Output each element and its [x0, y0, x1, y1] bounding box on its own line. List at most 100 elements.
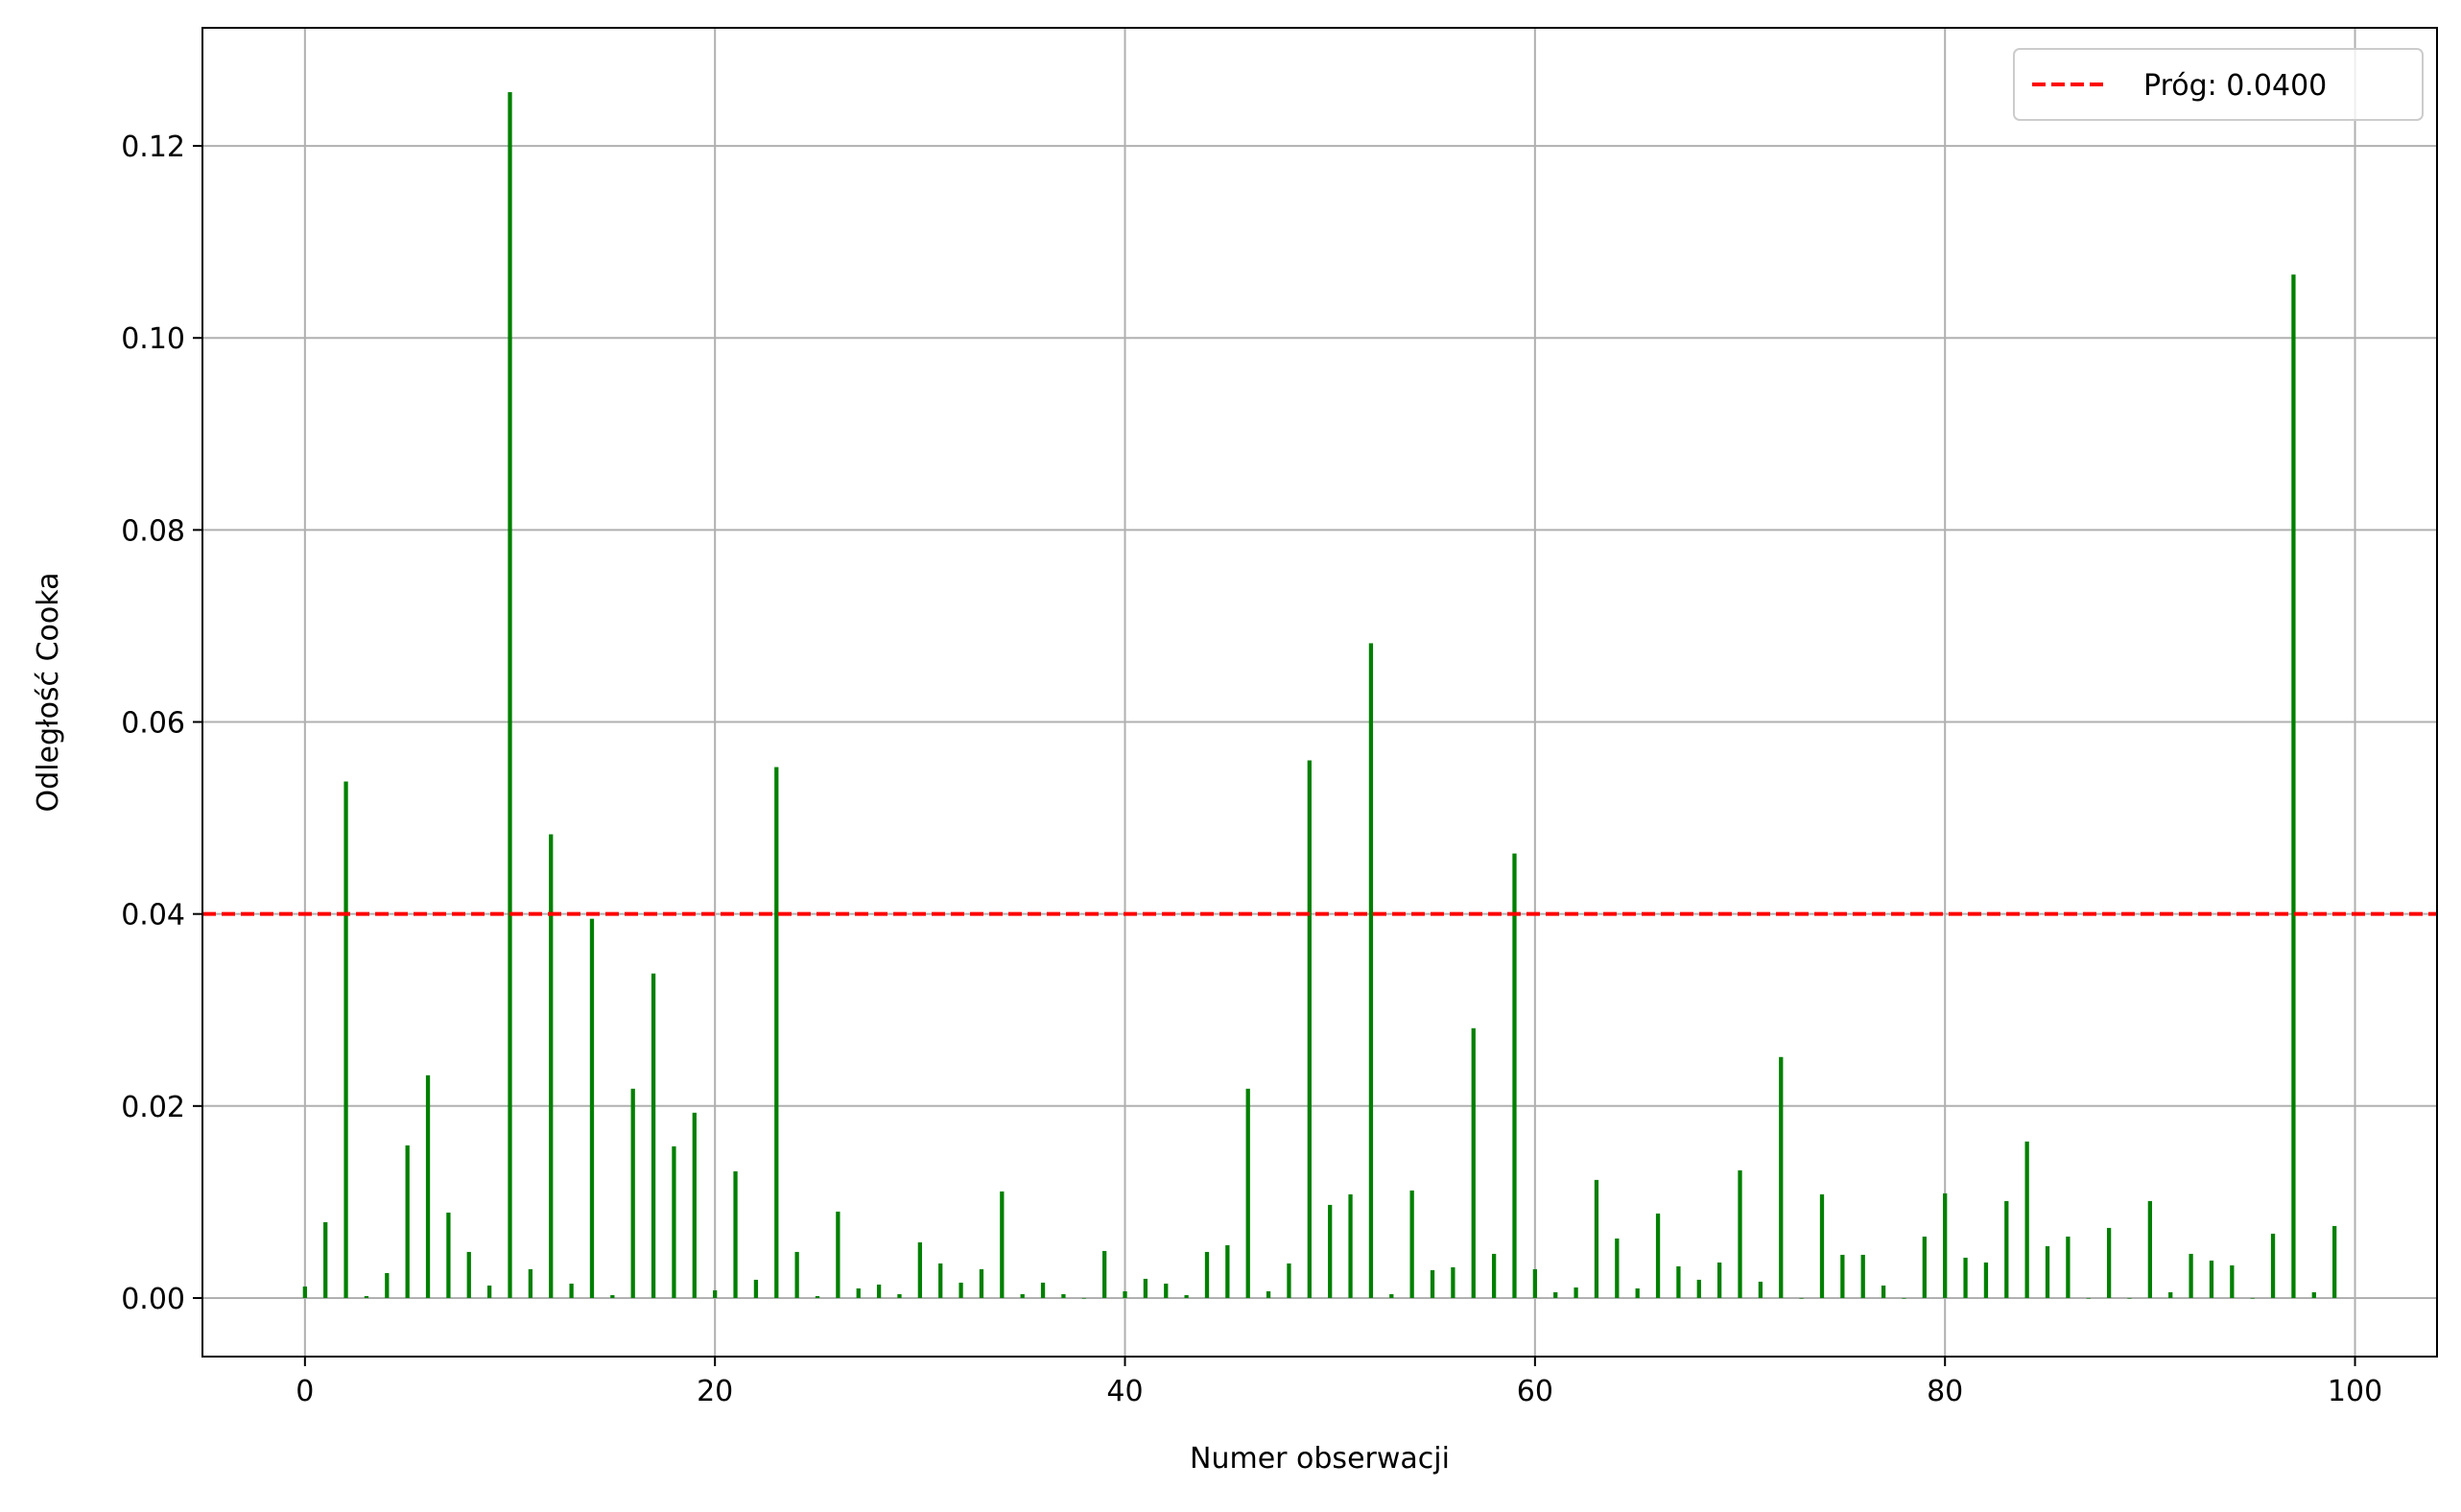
bar-obs-22	[753, 1279, 759, 1298]
bar-obs-49	[1307, 760, 1312, 1298]
bar-obs-37	[1061, 1293, 1066, 1298]
bar-obs-5	[405, 1145, 410, 1298]
bar-obs-48	[1287, 1263, 1291, 1298]
bar-obs-4	[385, 1272, 390, 1298]
bar-obs-63	[1594, 1179, 1599, 1298]
bar-obs-3	[364, 1295, 369, 1298]
bar-obs-25	[815, 1295, 820, 1298]
bar-obs-54	[1409, 1190, 1414, 1298]
bar-obs-76	[1860, 1254, 1865, 1298]
bar-obs-9	[487, 1285, 492, 1298]
bar-obs-35	[1020, 1293, 1025, 1298]
bar-obs-80	[1943, 1193, 1948, 1298]
bar-obs-71	[1758, 1281, 1763, 1298]
bar-obs-92	[2189, 1253, 2193, 1298]
y-tick-label-0: 0.00	[121, 1283, 185, 1316]
bar-obs-6	[425, 1075, 431, 1298]
y-tick-label-1: 0.02	[121, 1091, 185, 1124]
x-axis-label: Numer obserwacji	[1190, 1442, 1450, 1476]
bar-obs-17	[651, 973, 656, 1298]
x-tick-label-1: 20	[697, 1375, 733, 1408]
x-tick-label-2: 40	[1106, 1375, 1143, 1408]
bar-obs-55	[1430, 1269, 1435, 1298]
bar-obs-56	[1451, 1266, 1455, 1298]
bar-obs-94	[2230, 1264, 2235, 1298]
x-tick-label-4: 80	[1927, 1375, 1963, 1408]
bar-obs-51	[1348, 1193, 1353, 1298]
bar-obs-58	[1491, 1253, 1497, 1298]
bar-obs-10	[508, 92, 512, 1298]
bar-obs-88	[2106, 1227, 2112, 1298]
bar-obs-36	[1040, 1282, 1046, 1298]
bar-obs-40	[1123, 1290, 1127, 1298]
bar-obs-29	[897, 1293, 902, 1298]
bar-obs-15	[610, 1294, 615, 1298]
bar-obs-30	[917, 1241, 922, 1298]
bar-obs-89	[2127, 1297, 2132, 1299]
x-axis-ticks: 0 20 40 60 80 100	[296, 1357, 2382, 1408]
bar-obs-79	[1922, 1236, 1927, 1298]
bar-obs-18	[672, 1146, 676, 1298]
bar-obs-61	[1553, 1291, 1558, 1298]
bar-obs-87	[2086, 1297, 2091, 1299]
bar-obs-39	[1102, 1250, 1107, 1298]
bar-obs-1	[323, 1221, 328, 1298]
y-axis-label: Odległość Cooka	[32, 573, 65, 813]
bar-obs-83	[2004, 1200, 2009, 1298]
bar-obs-86	[2066, 1236, 2071, 1298]
bar-obs-73	[1799, 1297, 1804, 1299]
bar-obs-42	[1164, 1283, 1169, 1298]
bar-obs-78	[1902, 1297, 1906, 1299]
bar-obs-14	[589, 918, 595, 1298]
bar-obs-13	[569, 1283, 574, 1298]
bar-obs-95	[2250, 1297, 2255, 1299]
x-tick-label-0: 0	[296, 1375, 314, 1408]
y-axis-ticks: 0.00 0.02 0.04 0.06 0.08 0.10 0.12	[121, 130, 202, 1316]
bar-obs-84	[2024, 1141, 2029, 1298]
bar-obs-62	[1574, 1287, 1578, 1298]
bar-obs-34	[1000, 1191, 1005, 1298]
bar-obs-57	[1471, 1028, 1476, 1298]
bar-obs-50	[1328, 1204, 1333, 1298]
bar-obs-23	[774, 767, 779, 1298]
bar-obs-59	[1512, 853, 1517, 1298]
bar-obs-74	[1819, 1193, 1825, 1298]
bar-obs-46	[1245, 1088, 1250, 1298]
bar-obs-90	[2147, 1200, 2152, 1298]
bar-obs-81	[1963, 1257, 1968, 1298]
bar-obs-70	[1738, 1169, 1742, 1298]
bar-obs-75	[1840, 1254, 1845, 1298]
bar-obs-99	[2332, 1225, 2337, 1298]
bar-obs-64	[1615, 1238, 1620, 1298]
bar-obs-45	[1225, 1244, 1230, 1298]
bar-obs-26	[836, 1211, 840, 1298]
y-tick-label-2: 0.04	[121, 899, 185, 933]
bar-obs-24	[794, 1251, 799, 1298]
bar-obs-82	[1983, 1262, 1989, 1298]
bar-obs-93	[2209, 1260, 2214, 1298]
bar-obs-11	[528, 1268, 533, 1298]
legend: Próg: 0.0400	[2013, 48, 2424, 121]
bar-obs-97	[2291, 274, 2296, 1298]
bar-obs-44	[1204, 1251, 1210, 1298]
bar-obs-27	[856, 1288, 861, 1298]
bar-obs-53	[1389, 1293, 1394, 1298]
bar-obs-60	[1532, 1268, 1537, 1298]
bar-obs-33	[979, 1268, 984, 1298]
bar-obs-21	[733, 1170, 738, 1298]
bar-obs-41	[1143, 1278, 1148, 1298]
bar-obs-65	[1635, 1288, 1640, 1298]
bar-obs-16	[630, 1088, 635, 1298]
bar-obs-20	[713, 1289, 718, 1298]
bar-obs-98	[2311, 1291, 2316, 1298]
bar-obs-2	[343, 781, 348, 1298]
bar-obs-68	[1696, 1279, 1701, 1298]
bar-obs-0	[302, 1286, 307, 1298]
bar-obs-32	[958, 1282, 963, 1298]
bar-obs-85	[2045, 1245, 2050, 1298]
bar-obs-66	[1655, 1213, 1661, 1298]
y-tick-label-6: 0.12	[121, 130, 185, 164]
y-tick-label-3: 0.06	[121, 707, 185, 741]
bar-obs-96	[2270, 1233, 2276, 1298]
